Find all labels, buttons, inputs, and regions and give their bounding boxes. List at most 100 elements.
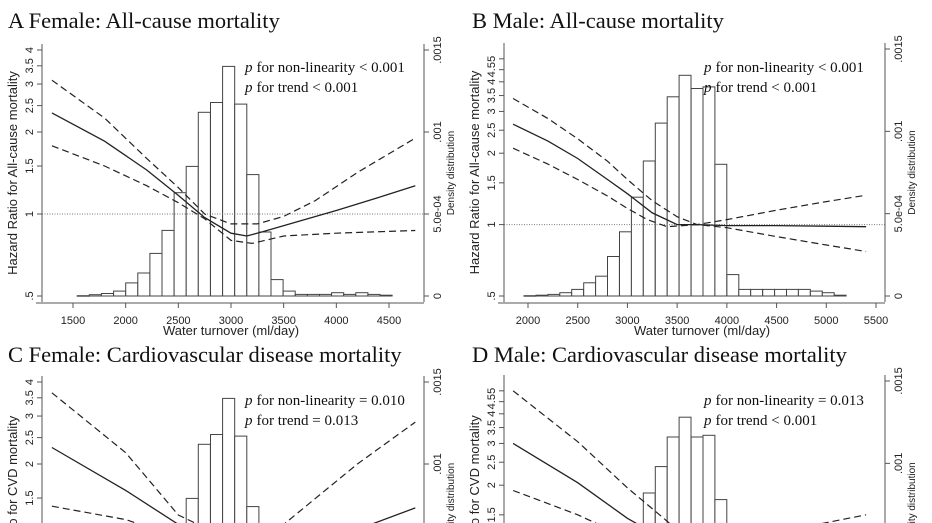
y-tick-label: 5 <box>486 388 498 394</box>
histogram-bar <box>331 292 345 297</box>
p-value-annotation: p for trend < 0.001 <box>244 80 358 96</box>
x-tick-label: 4500 <box>764 315 788 327</box>
histogram-bar <box>161 229 175 297</box>
y2-axis-title: Density distribution <box>907 462 918 523</box>
p-value-annotation: p for trend = 0.013 <box>244 413 358 429</box>
histogram-bar <box>547 293 561 297</box>
histogram-bar <box>571 288 585 297</box>
histogram-bar <box>702 86 716 297</box>
histogram-bar <box>355 292 369 297</box>
y-axis-title: Hazard Ratio for CVD mortality <box>467 415 482 523</box>
p-symbol: p <box>703 60 712 76</box>
x-tick-label: 4500 <box>377 315 401 327</box>
histogram-bar <box>702 434 716 523</box>
y-tick-label: 2.5 <box>24 98 36 113</box>
histogram-bar <box>137 272 151 297</box>
panel-title: B Male: All-cause mortality <box>472 8 725 33</box>
y-tick-label: 4 <box>24 47 36 53</box>
x-tick-label: 2000 <box>113 315 137 327</box>
histogram-bar <box>246 506 260 523</box>
p-value-text: for trend < 0.001 <box>257 80 359 96</box>
histogram-bar <box>113 290 127 297</box>
hazard-ratio-line <box>51 112 416 237</box>
x-tick-label: 5500 <box>864 315 888 327</box>
y-tick-label: 1 <box>486 222 498 228</box>
ci-upper-line <box>512 390 867 523</box>
histogram-bar <box>185 497 199 523</box>
histogram-bar <box>714 499 728 523</box>
y-tick-label: 2 <box>24 461 36 467</box>
y2-tick-label: .001 <box>432 453 444 474</box>
histogram-bar <box>809 290 823 297</box>
y-tick-label: .5 <box>24 291 36 300</box>
histogram-bar <box>100 293 115 297</box>
histogram-bar <box>270 279 284 297</box>
y2-axis-title: Density distribution <box>907 130 918 214</box>
histogram-bar <box>619 231 632 297</box>
y-tick-label: 4 <box>24 379 36 385</box>
ci-upper-line <box>512 97 867 226</box>
y-tick-label: 1.5 <box>24 158 36 173</box>
p-symbol: p <box>703 413 712 429</box>
histogram-bar <box>797 288 811 297</box>
histogram <box>642 416 728 523</box>
p-value-text: for non-linearity = 0.010 <box>257 393 405 409</box>
p-value-text: for non-linearity < 0.001 <box>716 60 864 76</box>
histogram-bar <box>222 65 236 297</box>
histogram-bar <box>294 293 308 297</box>
y-tick-label: 2.5 <box>24 430 36 445</box>
panel-c: C Female: Cardiovascular disease mortali… <box>5 342 457 523</box>
histogram-bar <box>690 88 704 297</box>
p-symbol: p <box>703 393 712 409</box>
y2-tick-label: 5.0e-04 <box>893 195 905 232</box>
p-symbol: p <box>244 413 253 429</box>
x-axis-title: Water turnover (ml/day) <box>163 323 299 338</box>
histogram-bar <box>306 293 320 297</box>
y-axis-title: Hazard Ratio for All-cause mortality <box>5 71 20 275</box>
y2-tick-label: .0015 <box>893 35 905 63</box>
histogram-bar <box>535 294 549 297</box>
y-tick-label: 5 <box>486 56 498 62</box>
p-value-text: for trend < 0.001 <box>716 413 818 429</box>
histogram-bar <box>774 288 787 297</box>
y-tick-label: 3 <box>486 440 498 446</box>
histogram-bar <box>523 295 537 297</box>
histogram-bar <box>319 293 333 297</box>
y2-axis-title: Density distribution <box>446 463 457 523</box>
y-axis-title: Hazard Ratio for All-cause mortality <box>467 70 482 274</box>
y-tick-label: 2.5 <box>486 455 498 470</box>
x-tick-label: 1500 <box>61 315 85 327</box>
p-value-text: for non-linearity < 0.001 <box>257 60 405 76</box>
x-tick-label: 2500 <box>166 315 190 327</box>
histogram <box>76 65 393 297</box>
histogram-bar <box>714 163 728 297</box>
p-value-annotation: p for non-linearity < 0.001 <box>244 60 405 76</box>
y-tick-label: 3.5 <box>486 420 498 435</box>
histogram-bar <box>210 102 224 297</box>
histogram-bar <box>833 294 847 297</box>
y2-tick-label: .0015 <box>432 36 444 64</box>
histogram-bar <box>821 292 835 297</box>
y2-tick-label: .0015 <box>893 367 905 395</box>
x-tick-label: 3000 <box>615 315 639 327</box>
panel-b: B Male: All-cause mortality .5 1 1.5 2 2.5 3 3… <box>467 8 918 338</box>
histogram-bar <box>367 293 381 297</box>
y-tick-label: 2 <box>24 129 36 135</box>
histogram-bar <box>149 252 163 297</box>
y-tick-label: 3.5 <box>24 390 36 405</box>
histogram-bar <box>343 293 357 297</box>
x-tick-label: 2500 <box>565 315 589 327</box>
y-tick-label: 1.5 <box>486 175 498 190</box>
p-symbol: p <box>244 393 253 409</box>
ci-lower-line <box>512 147 867 253</box>
histogram-bar <box>559 292 573 297</box>
panel-title: A Female: All-cause mortality <box>8 8 281 33</box>
histogram-bar <box>88 294 102 297</box>
y-tick-label: 4.5 <box>486 394 498 409</box>
y-tick-label: 1.5 <box>24 490 36 505</box>
p-value-annotation: p for non-linearity < 0.001 <box>703 60 864 76</box>
y2-tick-label: .001 <box>893 121 905 142</box>
panel-a: A Female: All-cause mortality .5 1 1.5 2 2.5… <box>5 8 457 338</box>
y2-tick-label: .001 <box>893 453 905 474</box>
